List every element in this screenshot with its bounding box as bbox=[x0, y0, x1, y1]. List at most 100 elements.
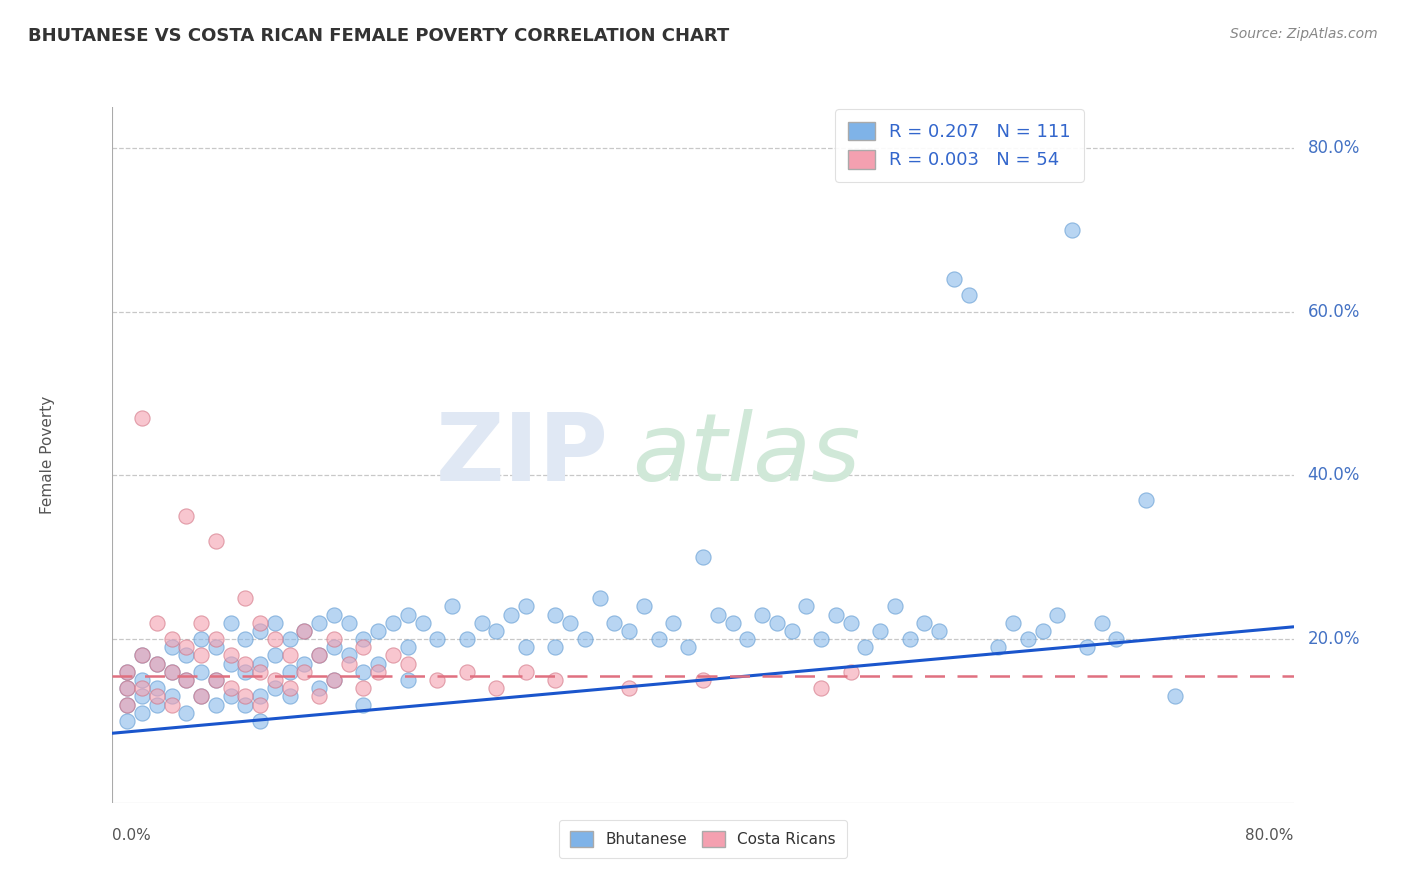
Point bbox=[131, 706, 153, 720]
Point bbox=[603, 615, 626, 630]
Point bbox=[544, 607, 567, 622]
Point bbox=[117, 665, 138, 679]
Point bbox=[382, 615, 405, 630]
Point bbox=[117, 681, 138, 696]
Point bbox=[146, 698, 169, 712]
Point bbox=[292, 657, 315, 671]
Point bbox=[352, 698, 374, 712]
Text: Source: ZipAtlas.com: Source: ZipAtlas.com bbox=[1230, 27, 1378, 41]
Point bbox=[117, 665, 138, 679]
Text: ZIP: ZIP bbox=[436, 409, 609, 501]
Point bbox=[426, 632, 449, 646]
Text: 80.0%: 80.0% bbox=[1308, 139, 1360, 157]
Point bbox=[1046, 607, 1069, 622]
Point bbox=[233, 698, 256, 712]
Point bbox=[264, 673, 287, 687]
Point bbox=[131, 648, 153, 663]
Point bbox=[411, 615, 433, 630]
Point bbox=[352, 681, 374, 696]
Point bbox=[174, 509, 197, 524]
Point bbox=[1001, 615, 1024, 630]
Point bbox=[117, 698, 138, 712]
Point bbox=[308, 681, 330, 696]
Point bbox=[619, 681, 641, 696]
Point bbox=[278, 632, 301, 646]
Point bbox=[249, 624, 271, 638]
Point bbox=[205, 673, 228, 687]
Point bbox=[278, 648, 301, 663]
Point bbox=[766, 615, 789, 630]
Point bbox=[264, 681, 287, 696]
Point bbox=[160, 665, 183, 679]
Point bbox=[146, 681, 169, 696]
Point bbox=[884, 599, 907, 614]
Point bbox=[278, 690, 301, 704]
Point bbox=[485, 681, 508, 696]
Point bbox=[1032, 624, 1054, 638]
Point bbox=[1091, 615, 1114, 630]
Text: Female Poverty: Female Poverty bbox=[39, 396, 55, 514]
Point bbox=[396, 673, 419, 687]
Point bbox=[190, 690, 212, 704]
Point bbox=[205, 673, 228, 687]
Point bbox=[323, 632, 346, 646]
Point bbox=[323, 673, 346, 687]
Point bbox=[780, 624, 803, 638]
Point bbox=[796, 599, 818, 614]
Point bbox=[382, 648, 405, 663]
Point bbox=[249, 698, 271, 712]
Text: 80.0%: 80.0% bbox=[1246, 828, 1294, 843]
Point bbox=[855, 640, 877, 655]
Point bbox=[515, 665, 537, 679]
Point bbox=[839, 615, 862, 630]
Point bbox=[205, 640, 228, 655]
Point bbox=[160, 690, 183, 704]
Point bbox=[942, 272, 965, 286]
Point bbox=[987, 640, 1010, 655]
Point bbox=[131, 690, 153, 704]
Point bbox=[426, 673, 449, 687]
Legend: Bhutanese, Costa Ricans: Bhutanese, Costa Ricans bbox=[560, 821, 846, 858]
Point bbox=[219, 681, 242, 696]
Point bbox=[898, 632, 921, 646]
Point bbox=[160, 665, 183, 679]
Point bbox=[190, 665, 212, 679]
Point bbox=[692, 673, 714, 687]
Point bbox=[146, 657, 169, 671]
Point bbox=[249, 615, 271, 630]
Point bbox=[190, 690, 212, 704]
Point bbox=[278, 681, 301, 696]
Point bbox=[396, 657, 419, 671]
Point bbox=[249, 657, 271, 671]
Point bbox=[441, 599, 464, 614]
Point bbox=[190, 615, 212, 630]
Point bbox=[914, 615, 936, 630]
Point bbox=[233, 591, 256, 606]
Point bbox=[678, 640, 700, 655]
Point bbox=[323, 607, 346, 622]
Point bbox=[233, 665, 256, 679]
Point bbox=[396, 607, 419, 622]
Point bbox=[205, 533, 228, 548]
Point bbox=[367, 657, 389, 671]
Point bbox=[1135, 492, 1157, 507]
Point bbox=[337, 657, 360, 671]
Point bbox=[174, 673, 197, 687]
Point bbox=[190, 648, 212, 663]
Text: 0.0%: 0.0% bbox=[112, 828, 152, 843]
Point bbox=[367, 624, 389, 638]
Point bbox=[751, 607, 773, 622]
Point bbox=[337, 615, 360, 630]
Point bbox=[233, 690, 256, 704]
Point bbox=[219, 657, 242, 671]
Point bbox=[588, 591, 610, 606]
Point bbox=[692, 550, 714, 565]
Point bbox=[647, 632, 671, 646]
Point bbox=[131, 648, 153, 663]
Point bbox=[174, 648, 197, 663]
Point bbox=[278, 665, 301, 679]
Point bbox=[264, 648, 287, 663]
Point bbox=[117, 714, 138, 728]
Point bbox=[352, 640, 374, 655]
Point bbox=[706, 607, 728, 622]
